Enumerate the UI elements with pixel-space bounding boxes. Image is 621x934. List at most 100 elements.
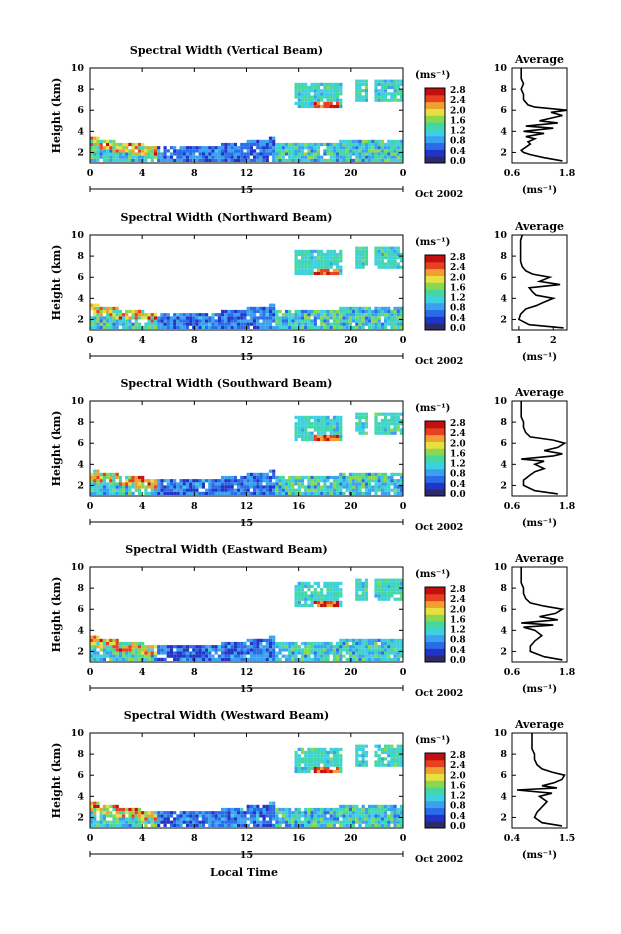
heatmap-cell <box>320 319 324 323</box>
heatmap-cell <box>361 306 365 310</box>
heatmap-cell <box>320 428 324 432</box>
heatmap-cell <box>364 648 368 652</box>
heatmap-cell <box>387 820 391 824</box>
heatmap-cell <box>227 817 231 821</box>
heatmap-cell <box>316 415 321 419</box>
heatmap-cell <box>176 657 180 661</box>
heatmap-cell <box>96 469 100 473</box>
heatmap-cell <box>326 645 330 649</box>
heatmap-cell <box>224 309 228 314</box>
heatmap-cell <box>329 763 333 767</box>
heatmap-cell <box>371 811 375 815</box>
heatmap-cell <box>300 85 305 90</box>
x-tick-label: 8 <box>191 335 198 346</box>
heatmap-cell <box>358 415 362 419</box>
colorbar-tick-label: 2.4 <box>450 263 466 273</box>
heatmap-cell <box>387 92 391 96</box>
heatmap-cell <box>153 482 158 486</box>
heatmap-cell <box>112 654 116 658</box>
heatmap-cell <box>115 485 119 489</box>
heatmap-cell <box>371 149 375 153</box>
heatmap-cell <box>355 412 359 416</box>
heatmap-cell <box>307 95 311 99</box>
date-marker-label: 15 <box>240 185 253 196</box>
heatmap-cell <box>339 638 343 642</box>
heatmap-cell <box>176 817 180 821</box>
heatmap-cell <box>96 804 100 808</box>
heatmap-cell <box>246 142 250 147</box>
heatmap-cell <box>300 475 305 480</box>
heatmap-cell <box>211 158 215 162</box>
heatmap-cell <box>262 804 266 808</box>
heatmap-cell <box>192 155 196 159</box>
heatmap-cell <box>173 651 177 655</box>
heatmap-cell <box>291 823 295 827</box>
heatmap-cell <box>237 155 241 159</box>
heatmap-cell <box>300 271 305 276</box>
heatmap-cell <box>99 306 103 310</box>
heatmap-cell <box>374 651 378 655</box>
heatmap-cell <box>352 654 356 658</box>
heatmap-cell <box>268 804 273 808</box>
heatmap-cell <box>387 431 391 435</box>
heatmap-cell <box>256 325 260 329</box>
heatmap-cell <box>265 807 269 812</box>
heatmap-cell <box>272 149 276 153</box>
heatmap-cell <box>281 146 285 150</box>
heatmap-cell <box>304 654 308 658</box>
profile-line <box>520 401 567 495</box>
heatmap-cell <box>96 820 100 824</box>
heatmap-cell <box>300 415 305 419</box>
heatmap-cell <box>278 482 282 486</box>
heatmap-cell <box>387 754 391 758</box>
heatmap-cell <box>390 594 394 598</box>
heatmap-cell <box>320 654 324 658</box>
heatmap-cell <box>313 811 317 815</box>
heatmap-cell <box>294 82 298 86</box>
heatmap-cell <box>371 325 375 329</box>
heatmap-cell <box>399 422 404 426</box>
profile-title: Average <box>514 386 564 399</box>
y-tick-label: 6 <box>77 438 84 449</box>
profile-frame <box>511 732 568 829</box>
heatmap-cell <box>387 249 391 253</box>
heatmap-cell <box>122 811 126 815</box>
heatmap-cell <box>211 313 215 317</box>
heatmap-cell <box>90 472 94 476</box>
heatmap-cell <box>230 645 234 649</box>
heatmap-cell <box>358 479 362 483</box>
heatmap-cell <box>364 763 368 767</box>
y-axis-label: Height (km) <box>50 245 63 321</box>
colorbar-swatch <box>425 648 445 656</box>
heatmap-cell <box>336 581 340 585</box>
heatmap-cell <box>150 648 154 652</box>
heatmap-cell <box>393 82 397 86</box>
heatmap-cell <box>310 437 314 442</box>
heatmap-cell <box>361 139 365 143</box>
heatmap-cell <box>99 139 103 143</box>
heatmap-cell <box>316 155 321 159</box>
heatmap-cell <box>399 760 404 764</box>
heatmap-cell <box>99 472 103 476</box>
heatmap-cell <box>233 651 237 655</box>
heatmap-cell <box>358 475 362 480</box>
heatmap-cell <box>355 249 359 253</box>
heatmap-cell <box>368 811 372 815</box>
heatmap-cell <box>313 104 317 109</box>
y-tick-label: 10 <box>71 396 85 407</box>
heatmap-cell <box>310 155 314 159</box>
heatmap-cell <box>288 316 292 320</box>
heatmap-cell <box>332 252 336 257</box>
date-label: Oct 2002 <box>415 189 463 200</box>
y-tick-label: 8 <box>77 84 84 95</box>
heatmap-cell <box>243 316 247 320</box>
heatmap-cell <box>355 814 359 818</box>
heatmap-cell <box>393 149 397 153</box>
profile-y-tick-label: 6 <box>500 105 507 116</box>
heatmap-cell <box>399 641 404 646</box>
heatmap-cell <box>189 319 193 323</box>
heatmap-cell <box>106 313 110 317</box>
heatmap-cell <box>393 89 397 93</box>
heatmap-cell <box>371 823 375 827</box>
heatmap-cell <box>221 820 225 824</box>
